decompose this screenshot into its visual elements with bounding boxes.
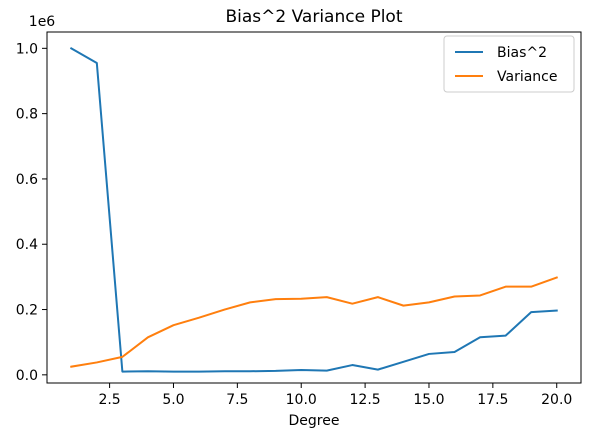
x-tick-label: 20.0 bbox=[541, 392, 572, 408]
series-line-bias-2 bbox=[69, 46, 558, 373]
x-tick-label: 5.0 bbox=[162, 392, 184, 408]
plot-frame bbox=[46, 31, 582, 384]
legend: Bias^2 Variance bbox=[443, 35, 575, 93]
x-axis-label: Degree bbox=[289, 413, 340, 429]
y-ticks: 0.0 0.2 0.4 0.6 0.8 1.0 bbox=[16, 41, 47, 384]
legend-label-bias: Bias^2 bbox=[497, 45, 547, 61]
axes-layer bbox=[46, 31, 582, 384]
x-tick-label: 2.5 bbox=[98, 392, 120, 408]
y-tick-label: 0.6 bbox=[16, 172, 38, 188]
legend-label-variance: Variance bbox=[497, 69, 557, 85]
legend-frame bbox=[443, 35, 575, 93]
y-tick-label: 1.0 bbox=[16, 41, 38, 57]
series-layer bbox=[69, 46, 559, 373]
x-tick-label: 12.5 bbox=[350, 392, 381, 408]
y-tick-label: 0.2 bbox=[16, 303, 38, 319]
series-line-variance bbox=[70, 276, 559, 368]
x-tick-label: 7.5 bbox=[226, 392, 248, 408]
x-tick-label: 17.5 bbox=[477, 392, 508, 408]
y-tick-label: 0.4 bbox=[16, 237, 38, 253]
x-ticks: 2.5 5.0 7.5 10.0 12.5 15.0 17.5 20.0 bbox=[98, 383, 572, 408]
x-tick-label: 10.0 bbox=[286, 392, 317, 408]
y-tick-label: 0.0 bbox=[16, 368, 38, 384]
y-offset-label: 1e6 bbox=[29, 14, 56, 30]
y-tick-label: 0.8 bbox=[16, 107, 38, 123]
chart-title: Bias^2 Variance Plot bbox=[225, 7, 402, 27]
x-tick-label: 15.0 bbox=[413, 392, 444, 408]
